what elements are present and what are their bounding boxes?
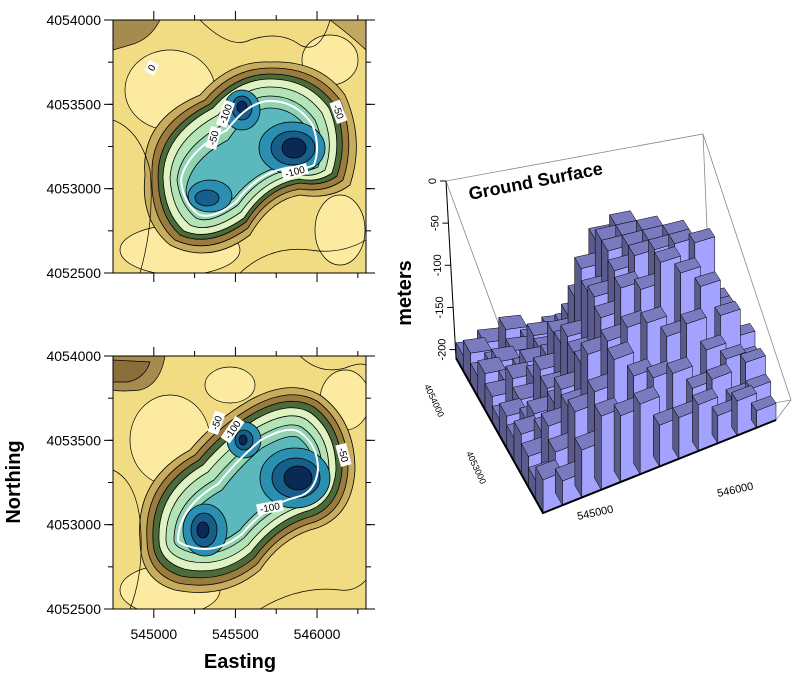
z-tick-label: -100 (432, 254, 444, 276)
contour-map-top: 0 -50 -100 -50 -100 4052500 4053000 405350… (46, 11, 375, 282)
z-axis-line (445, 180, 457, 359)
x-axis-label: Easting (204, 651, 276, 673)
x-tick-label: 545000 (130, 626, 177, 642)
z-axis: 0 -50 -100 -150 -200 (427, 178, 456, 361)
x-tick-label: 545500 (212, 626, 259, 642)
z-tick-label: -150 (434, 296, 446, 318)
y-tick-label: 4054000 (46, 348, 101, 364)
northing-tick: 4053000 (464, 450, 488, 486)
y-tick-label: 4053000 (46, 181, 101, 197)
contour-label: -50 (330, 103, 345, 121)
easting-tick: 546000 (716, 481, 754, 500)
northing-tick: 4054000 (422, 383, 446, 419)
z-tick-label: -200 (437, 339, 449, 361)
y-tick-label: 4053500 (46, 96, 101, 112)
y-axis-label: Northing (3, 440, 25, 523)
x-tick-label: 546000 (294, 626, 341, 642)
z-axis-label: meters (394, 260, 416, 326)
y-tick-label: 4052500 (46, 265, 101, 281)
contour-label: -100 (259, 501, 281, 515)
chart-title: Ground Surface (467, 158, 604, 204)
contour-label: -100 (284, 164, 307, 180)
easting-tick: 545000 (576, 504, 614, 523)
y-tick-label: 4054000 (46, 12, 101, 28)
y-tick-label: 4053000 (46, 517, 101, 533)
contour-label: -50 (335, 447, 349, 464)
z-tick-label: -50 (429, 215, 441, 231)
histogram-bars (455, 210, 777, 514)
y-tick-label: 4053500 (46, 432, 101, 448)
axes-bottom: 4052500 4053000 4053500 4054000 545000 545500… (46, 347, 375, 642)
contour-label: -50 (207, 129, 221, 146)
contour-labels-top: 0 -50 -100 -50 -100 (143, 59, 348, 180)
contour-label: -50 (210, 414, 225, 432)
contour-label: 0 (146, 63, 159, 74)
contour-fill-top (113, 20, 366, 273)
axes-top: 4052500 4053000 4053500 4054000 (46, 11, 375, 282)
histogram-3d: 0 -50 -100 -150 -200 meters Ground Surface 5… (394, 133, 792, 523)
z-tick-label: 0 (427, 178, 439, 184)
base-edges (455, 357, 777, 515)
contour-map-bottom: -50 -100 -50 -100 4052500405300040535004… (46, 347, 375, 642)
contour-fill-bottom (113, 356, 366, 609)
y-tick-label: 4052500 (46, 601, 101, 617)
